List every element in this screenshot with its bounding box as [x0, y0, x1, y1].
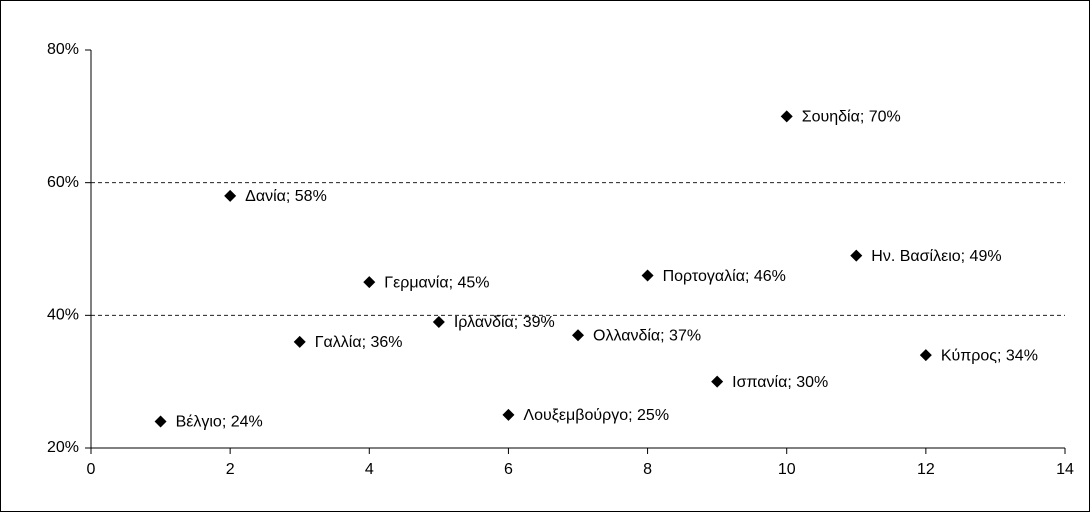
data-label: Βέλγιο; 24% — [176, 414, 263, 431]
x-tick-label: 10 — [778, 461, 796, 478]
y-tick-label: 20% — [47, 439, 79, 456]
y-tick-label: 40% — [47, 307, 79, 324]
point — [641, 269, 654, 282]
data-label: Ιρλανδία; 39% — [454, 314, 555, 331]
data-label: Γερμανία; 45% — [384, 274, 489, 291]
data-label: Σουηδία; 70% — [802, 109, 901, 126]
point — [224, 189, 237, 202]
x-tick-label: 0 — [87, 461, 96, 478]
y-tick-label: 60% — [47, 174, 79, 191]
point — [502, 408, 515, 421]
x-tick-label: 14 — [1056, 461, 1074, 478]
data-label: Λουξεμβούργο; 25% — [523, 407, 669, 424]
point — [572, 329, 584, 342]
y-tick-label: 80% — [47, 41, 79, 58]
point — [780, 110, 793, 123]
x-tick-label: 2 — [226, 461, 235, 478]
data-label: Κύπρος; 34% — [941, 347, 1038, 364]
x-tick-label: 6 — [504, 461, 513, 478]
data-label: Πορτογαλία; 46% — [663, 268, 786, 285]
x-tick-label: 12 — [917, 461, 935, 478]
point — [154, 415, 167, 428]
x-tick-label: 8 — [643, 461, 652, 478]
point — [432, 315, 445, 328]
data-label: Ισπανία; 30% — [732, 374, 828, 391]
point — [293, 335, 306, 348]
data-label: Ην. Βασίλειο; 49% — [871, 248, 1001, 265]
data-label: Δανία; 58% — [245, 188, 327, 205]
data-label: Γαλλία; 36% — [315, 334, 403, 351]
point — [850, 249, 863, 262]
data-label: Ολλανδία; 37% — [593, 327, 701, 344]
x-tick-label: 4 — [365, 461, 374, 478]
point — [363, 276, 376, 289]
point — [919, 349, 932, 362]
point — [711, 375, 724, 388]
